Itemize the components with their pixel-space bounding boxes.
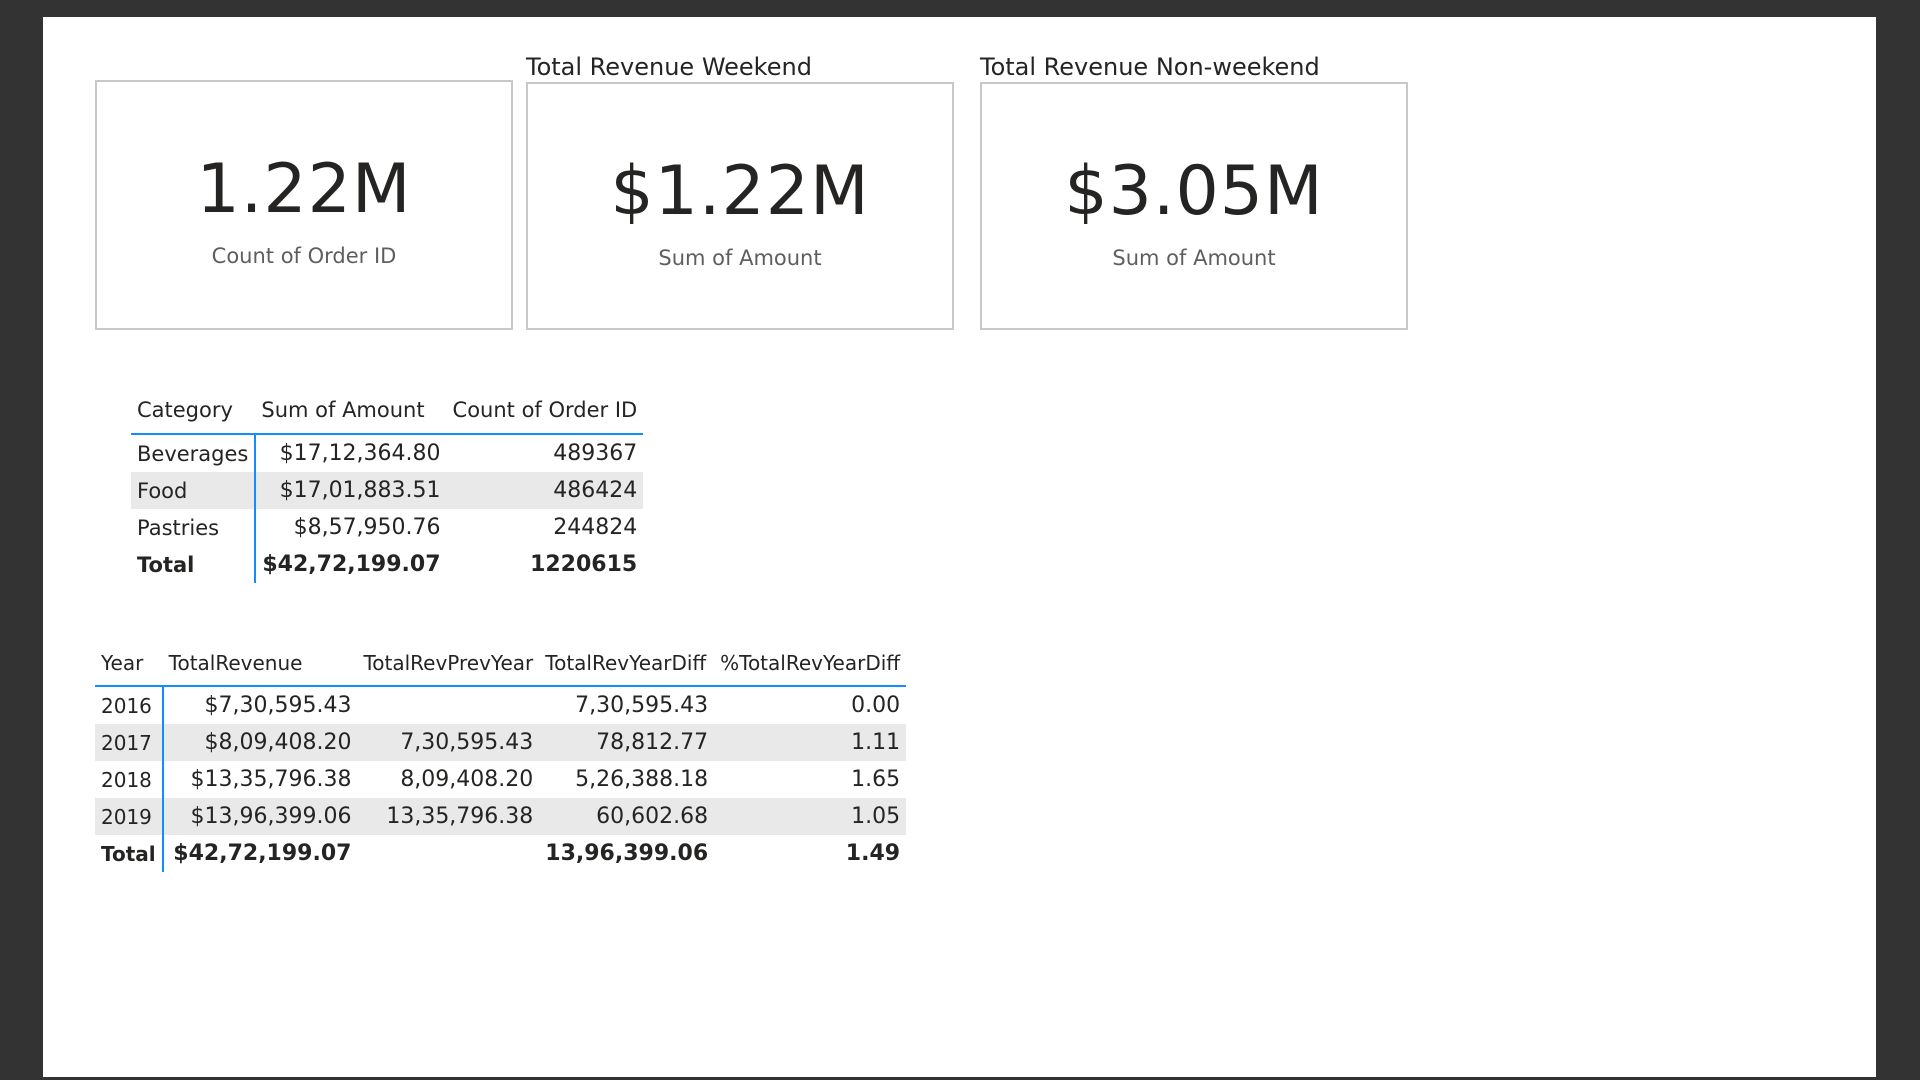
category-matrix[interactable]: Category Sum of Amount Count of Order ID… — [131, 387, 644, 583]
row-header: Food — [131, 472, 257, 509]
table-cell: $8,09,408.20 — [162, 724, 358, 761]
table-cell: $13,35,796.38 — [190, 767, 352, 792]
row-header: Total — [131, 546, 257, 583]
column-header[interactable]: Year — [95, 641, 163, 687]
kpi-card-value: $1.22M — [610, 152, 870, 231]
table-cell: 7,30,595.43 — [575, 693, 709, 718]
table-cell: 7,30,595.43 — [357, 724, 540, 761]
table-cell: $17,12,364.80 — [279, 441, 441, 466]
kpi-card-label: Count of Order ID — [211, 244, 397, 268]
kpi-card-value: 1.22M — [196, 150, 412, 229]
kpi-card-value: $3.05M — [1064, 152, 1324, 231]
report-canvas: 1.22M Count of Order ID Total Revenue We… — [43, 17, 1876, 1077]
kpi-card-label: Sum of Amount — [1112, 246, 1276, 270]
row-header: Total — [95, 835, 164, 872]
column-header[interactable]: TotalRevenue — [162, 641, 358, 687]
column-header[interactable]: TotalRevPrevYear — [357, 641, 540, 687]
total-row[interactable]: Total $42,72,199.07 1220615 — [131, 546, 643, 583]
table-cell: 244824 — [553, 515, 638, 540]
table-cell: $17,01,883.51 — [255, 472, 447, 509]
table-row[interactable]: Food $17,01,883.51 486424 — [131, 472, 644, 509]
row-header: 2019 — [95, 798, 164, 835]
table-cell: $13,96,399.06 — [162, 798, 358, 835]
card-title-non-weekend: Total Revenue Non-weekend — [980, 53, 1320, 81]
table-cell: 1.49 — [845, 841, 901, 866]
total-row[interactable]: Total $42,72,199.07 13,96,399.06 1.49 — [95, 835, 906, 872]
table-cell: 486424 — [446, 472, 644, 509]
table-cell — [357, 686, 539, 724]
column-header[interactable]: Category — [131, 387, 256, 435]
column-header[interactable]: Sum of Amount — [255, 387, 447, 435]
table-cell — [357, 835, 539, 872]
table-row[interactable]: 2019 $13,96,399.06 13,35,796.38 60,602.6… — [95, 798, 907, 835]
table-cell: 1.05 — [714, 798, 907, 835]
kpi-card-order-count[interactable]: 1.22M Count of Order ID — [95, 80, 513, 330]
table-row[interactable]: 2016 $7,30,595.43 7,30,595.43 0.00 — [95, 686, 906, 724]
table-cell: $42,72,199.07 — [173, 841, 352, 866]
table-cell: 0.00 — [851, 693, 901, 718]
table-row[interactable]: Pastries $8,57,950.76 244824 — [131, 509, 643, 546]
table-cell: $7,30,595.43 — [204, 693, 352, 718]
column-header[interactable]: Count of Order ID — [446, 387, 644, 435]
card-title-weekend: Total Revenue Weekend — [526, 53, 812, 81]
table-row[interactable]: 2018 $13,35,796.38 8,09,408.20 5,26,388.… — [95, 761, 906, 798]
table-cell: $8,57,950.76 — [293, 515, 441, 540]
table-cell: 5,26,388.18 — [575, 767, 709, 792]
year-revenue-matrix[interactable]: Year TotalRevenue TotalRevPrevYear Total… — [95, 641, 907, 872]
kpi-card-revenue-non-weekend[interactable]: $3.05M Sum of Amount — [980, 82, 1408, 330]
matrix-header-row: Category Sum of Amount Count of Order ID — [131, 387, 644, 435]
table-cell: 1.11 — [714, 724, 907, 761]
kpi-card-revenue-weekend[interactable]: $1.22M Sum of Amount — [526, 82, 954, 330]
row-header: 2016 — [95, 686, 164, 724]
column-header[interactable]: TotalRevYearDiff — [539, 641, 715, 687]
table-cell: 489367 — [553, 441, 638, 466]
table-cell: 1220615 — [530, 552, 638, 577]
row-header: 2018 — [95, 761, 164, 798]
row-header: Beverages — [131, 434, 257, 472]
table-cell: $42,72,199.07 — [262, 552, 441, 577]
table-cell: 8,09,408.20 — [400, 767, 534, 792]
table-row[interactable]: Beverages $17,12,364.80 489367 — [131, 434, 643, 472]
row-header: Pastries — [131, 509, 257, 546]
table-row[interactable]: 2017 $8,09,408.20 7,30,595.43 78,812.77 … — [95, 724, 907, 761]
column-header[interactable]: %TotalRevYearDiff — [714, 641, 907, 687]
kpi-card-label: Sum of Amount — [658, 246, 822, 270]
matrix-header-row: Year TotalRevenue TotalRevPrevYear Total… — [95, 641, 907, 687]
table-cell: 13,35,796.38 — [357, 798, 540, 835]
table-cell: 1.65 — [851, 767, 901, 792]
row-header: 2017 — [95, 724, 164, 761]
table-cell: 78,812.77 — [539, 724, 715, 761]
table-cell: 60,602.68 — [539, 798, 715, 835]
table-cell: 13,96,399.06 — [545, 841, 709, 866]
